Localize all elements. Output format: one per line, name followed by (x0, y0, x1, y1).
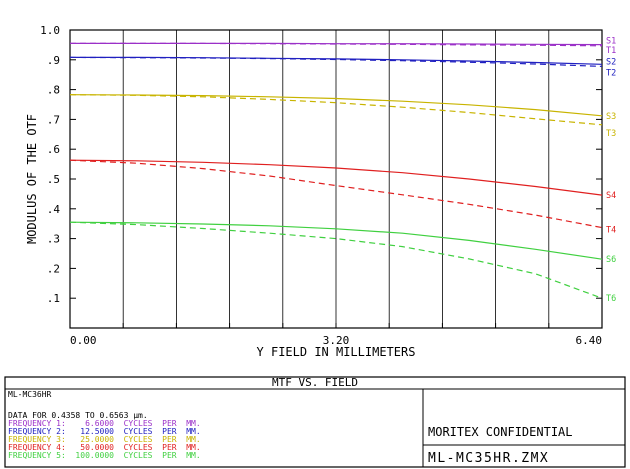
filename-label: ML-MC35HR.ZMX (428, 451, 549, 466)
frequency-line: FREQUENCY 2: 12.5000 CYCLES PER MM. (8, 427, 201, 436)
frequency-line: FREQUENCY 5: 100.0000 CYCLES PER MM. (8, 451, 201, 460)
y-tick-label: .9 (47, 54, 60, 67)
frequency-line: FREQUENCY 4: 50.0000 CYCLES PER MM. (8, 443, 201, 452)
series-lines (69, 42, 603, 299)
y-tick-label: 1.0 (40, 24, 60, 37)
grid (122, 30, 550, 328)
y-tick-label: .1 (47, 292, 60, 305)
series-line-s3 (69, 94, 603, 117)
y-tick-label: .4 (47, 203, 61, 216)
y-tick-label: .7 (47, 113, 60, 126)
lens-name: ML-MC36HR (8, 390, 52, 399)
y-tick-label: .5 (47, 173, 60, 186)
series-line-s4 (69, 159, 603, 196)
x-tick-label: 6.40 (576, 334, 603, 347)
series-label-s4: S4 (606, 191, 616, 201)
y-tick-label: .3 (47, 233, 60, 246)
series-line-s6 (69, 221, 603, 260)
x-axis-label: Y FIELD IN MILLIMETERS (257, 345, 416, 359)
x-tick-label: 3.20 (323, 334, 350, 347)
series-label-t4: T4 (606, 226, 616, 236)
series-line-t3 (69, 94, 603, 126)
series-line-s2 (70, 56, 603, 65)
y-tick-label: .8 (47, 84, 60, 97)
footer-frame (4, 376, 626, 468)
ticks (69, 29, 603, 328)
series-line-t2 (69, 56, 603, 67)
frequency-line: FREQUENCY 3: 25.0000 CYCLES PER MM. (8, 435, 201, 444)
x-tick-labels: 0.00 3.20 6.40 (70, 334, 602, 347)
footer-title: MTF VS. FIELD (272, 376, 358, 389)
y-tick-labels: 1.0 .9 .8 .7 .6 .5 .4 .3 .2 .1 (40, 24, 60, 305)
data-wavelength-line: DATA FOR 0.4358 TO 0.6563 µm. (8, 411, 148, 420)
x-tick-label: 0.00 (70, 334, 97, 347)
series-label-s1: S1 (606, 37, 616, 47)
series-line-t1 (70, 42, 603, 47)
series-label-s2: S2 (606, 57, 616, 67)
y-axis-label: MODULUS OF THE OTF (25, 114, 39, 244)
series-label-s6: S6 (606, 255, 616, 265)
series-label-t2: T2 (606, 68, 616, 78)
series-label-t1: T1 (606, 46, 616, 56)
series-label-t3: T3 (606, 129, 616, 139)
y-tick-label: .6 (47, 143, 60, 156)
y-tick-label: .2 (47, 262, 60, 275)
frequency-list: FREQUENCY 1: 6.6000 CYCLES PER MM.FREQUE… (8, 419, 201, 460)
series-label-s3: S3 (606, 112, 616, 122)
series-label-t6: T6 (606, 294, 616, 304)
frequency-line: FREQUENCY 1: 6.6000 CYCLES PER MM. (8, 419, 201, 428)
confidential-label: MORITEX CONFIDENTIAL (428, 425, 573, 439)
